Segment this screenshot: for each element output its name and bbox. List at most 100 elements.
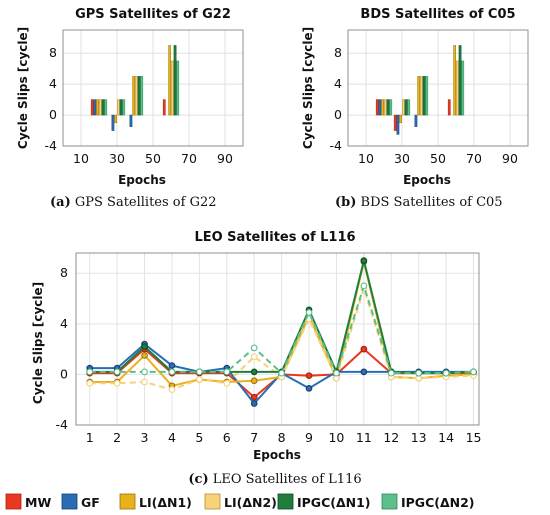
legend-label: IPGC(ΔN2) bbox=[401, 495, 475, 510]
data-point-li_n2 bbox=[113, 379, 121, 387]
bar-li_n1 bbox=[132, 76, 136, 116]
data-point-li_n1 bbox=[141, 352, 148, 359]
bar-gf bbox=[378, 99, 382, 116]
bar-ipgc_n1 bbox=[101, 99, 105, 116]
y-axis-label: Cycle Slips [cycle] bbox=[31, 282, 45, 404]
bar-gf bbox=[111, 114, 115, 131]
bar-chart-panel: BDS Satellites of C05 -4 0 4 8 10 30 50 70 90 Epoc… bbox=[301, 7, 529, 210]
bar-ipgc_n1 bbox=[137, 76, 141, 116]
x-tick-label: 6 bbox=[223, 430, 231, 445]
data-point-ipgc_n1 bbox=[360, 257, 368, 264]
bar-ipgc_n2 bbox=[425, 76, 429, 116]
legend-item-mw: MW bbox=[5, 493, 51, 510]
legend-label: GF bbox=[81, 495, 100, 510]
bar-ipgc_n2 bbox=[407, 99, 411, 116]
y-tick-label: 0 bbox=[49, 107, 57, 122]
legend-item-li_n2: LI(ΔN2) bbox=[204, 493, 277, 510]
y-tick-label: 0 bbox=[60, 366, 68, 381]
y-tick-label: -4 bbox=[56, 417, 69, 432]
x-tick-label: 7 bbox=[250, 430, 258, 445]
data-point-li_n2 bbox=[141, 378, 148, 386]
y-tick-label: 8 bbox=[49, 45, 57, 60]
data-point-ipgc_n2 bbox=[250, 344, 258, 352]
y-tick-label: 0 bbox=[334, 107, 342, 122]
data-point-mw bbox=[360, 345, 368, 353]
bar-ipgc_n1 bbox=[173, 45, 177, 116]
legend-label: MW bbox=[25, 495, 51, 510]
x-tick-label: 90 bbox=[217, 151, 233, 166]
x-tick-label: 30 bbox=[109, 151, 125, 166]
legend-label: LI(ΔN1) bbox=[139, 495, 192, 510]
data-point-ipgc_n2 bbox=[141, 368, 148, 376]
plot-frame bbox=[347, 29, 529, 147]
figure-caption: (c) LEO Satellites of L116 bbox=[188, 472, 361, 487]
data-point-ipgc_n1 bbox=[250, 368, 258, 376]
bar-li_n1 bbox=[417, 76, 420, 116]
data-point-gf bbox=[168, 362, 176, 369]
data-point-ipgc_n2 bbox=[360, 282, 368, 290]
bar-ipgc_n2 bbox=[104, 99, 108, 116]
bar-li_n1 bbox=[453, 45, 456, 116]
legend-item-ipgc_n2: IPGC(ΔN2) bbox=[381, 493, 475, 510]
y-tick-label: 4 bbox=[334, 76, 342, 91]
bar-gf bbox=[414, 114, 418, 127]
chart-title: GPS Satellites of G22 bbox=[75, 7, 231, 22]
caption-letter: (a) bbox=[50, 195, 71, 210]
bar-ipgc_n2 bbox=[140, 76, 144, 116]
x-tick-label: 8 bbox=[278, 430, 286, 445]
legend-swatch bbox=[61, 493, 78, 510]
data-point-li_n2 bbox=[196, 376, 203, 383]
x-tick-label: 90 bbox=[502, 151, 518, 166]
data-point-li_n1 bbox=[250, 377, 258, 385]
data-point-li_n2 bbox=[168, 386, 176, 393]
data-point-ipgc_n2 bbox=[415, 369, 423, 377]
data-point-ipgc_n2 bbox=[113, 368, 121, 376]
bar-ipgc_n2 bbox=[122, 99, 126, 116]
bar-gf bbox=[396, 114, 400, 135]
bar-ipgc_n1 bbox=[119, 99, 123, 116]
x-tick-label: 3 bbox=[141, 430, 149, 445]
bar-li_n2 bbox=[117, 99, 120, 116]
x-tick-label: 50 bbox=[145, 151, 161, 166]
caption-text: BDS Satellites of C05 bbox=[356, 195, 502, 210]
figure-caption: (a) GPS Satellites of G22 bbox=[50, 195, 217, 210]
x-tick-label: 10 bbox=[73, 151, 89, 166]
data-point-mw bbox=[250, 393, 258, 401]
y-tick-label: 8 bbox=[60, 265, 68, 280]
data-point-ipgc_n2 bbox=[305, 309, 313, 316]
bar-ipgc_n1 bbox=[386, 99, 390, 116]
y-tick-label: -4 bbox=[45, 138, 58, 153]
legend: MW GF LI(ΔN1) LI(ΔN2) IPGC(ΔN1) IPGC(ΔN2) bbox=[5, 493, 475, 510]
data-point-mw bbox=[305, 372, 313, 380]
bar-li_n1 bbox=[96, 99, 100, 116]
x-tick-label: 50 bbox=[430, 151, 446, 166]
chart-title: LEO Satellites of L116 bbox=[194, 230, 355, 245]
data-point-li_n2 bbox=[250, 353, 258, 361]
bar-li_n2 bbox=[456, 60, 459, 116]
legend-label: LI(ΔN2) bbox=[224, 495, 277, 510]
bar-chart-panel: GPS Satellites of G22 -4 0 4 8 10 30 50 70 90 Epoc… bbox=[16, 7, 244, 210]
x-axis-label: Epochs bbox=[253, 448, 301, 462]
bar-mw bbox=[393, 114, 397, 131]
bar-mw bbox=[162, 99, 166, 116]
y-axis-label: Cycle Slips [cycle] bbox=[301, 27, 315, 149]
legend-swatch bbox=[277, 493, 294, 510]
bar-li_n1 bbox=[381, 99, 384, 116]
x-tick-label: 11 bbox=[356, 430, 372, 445]
y-tick-label: -4 bbox=[330, 138, 343, 153]
bar-li_n1 bbox=[114, 114, 118, 124]
data-point-ipgc_n2 bbox=[470, 368, 477, 376]
x-tick-label: 2 bbox=[113, 430, 121, 445]
caption-text: GPS Satellites of G22 bbox=[71, 195, 217, 210]
bar-ipgc_n1 bbox=[458, 45, 462, 116]
x-tick-label: 70 bbox=[181, 151, 197, 166]
bar-li_n1 bbox=[168, 45, 172, 116]
legend-swatch bbox=[5, 493, 22, 510]
legend-item-li_n1: LI(ΔN1) bbox=[119, 493, 192, 510]
data-point-ipgc_n2 bbox=[442, 369, 450, 377]
bar-mw bbox=[447, 99, 451, 116]
y-tick-label: 8 bbox=[334, 45, 342, 60]
caption-letter: (c) bbox=[188, 472, 208, 487]
bar-li_n2 bbox=[384, 99, 387, 116]
